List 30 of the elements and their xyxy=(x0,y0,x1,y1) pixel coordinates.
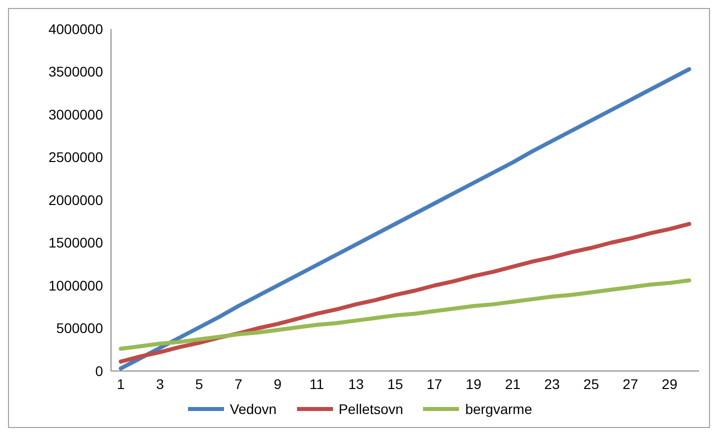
x-tick-label: 23 xyxy=(544,376,560,392)
x-tick-label: 25 xyxy=(583,376,600,392)
line-series xyxy=(118,67,692,370)
y-tick-label: 1000000 xyxy=(48,277,104,294)
x-tick-label: 15 xyxy=(387,376,404,392)
x-tick-label: 21 xyxy=(505,376,521,392)
y-tick-label: 2000000 xyxy=(48,192,104,208)
y-tick-label: 2500000 xyxy=(48,149,104,166)
x-tick-label: 27 xyxy=(622,376,638,392)
line-series xyxy=(118,222,692,364)
y-tick-label: 3000000 xyxy=(48,106,104,122)
line-series xyxy=(118,278,692,351)
x-tick-label: 13 xyxy=(348,376,364,392)
legend-label: bergvarme xyxy=(465,401,532,417)
y-tick-label: 1500000 xyxy=(48,234,104,251)
x-tick-label: 5 xyxy=(195,376,204,392)
legend-label: Pelletsovn xyxy=(338,401,404,417)
y-tick-label: 4000000 xyxy=(48,20,104,37)
y-tick-label: 3500000 xyxy=(48,64,104,80)
x-tick-label: 3 xyxy=(156,376,164,392)
legend-label: Vedovn xyxy=(230,401,277,417)
x-tick-label: 11 xyxy=(310,376,324,392)
x-tick-label: 17 xyxy=(426,376,442,392)
x-tick-label: 19 xyxy=(466,376,482,392)
y-tick-label: 500000 xyxy=(56,320,104,336)
y-tick-label: 0 xyxy=(95,362,104,379)
x-tick-label: 9 xyxy=(274,376,282,392)
x-tick-label: 29 xyxy=(662,376,678,392)
x-tick-label: 7 xyxy=(234,376,242,392)
x-tick-label: 1 xyxy=(116,376,125,392)
